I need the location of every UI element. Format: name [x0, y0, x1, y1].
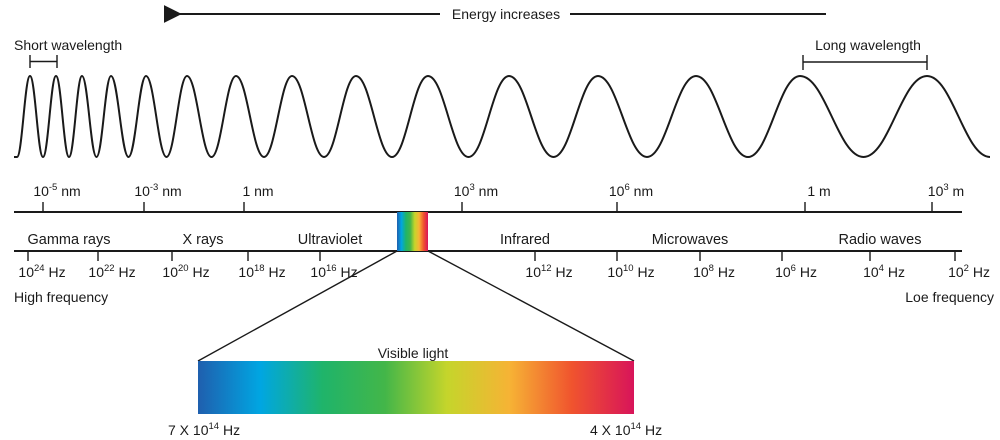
frequency-tick-label: 106 Hz — [775, 263, 817, 280]
short-wavelength-label: Short wavelength — [14, 37, 122, 53]
high-frequency-label: High frequency — [14, 289, 108, 305]
frequency-tick-label: 1024 Hz — [18, 263, 65, 280]
wavelength-scale: 10-5 nm 10-3 nm 1 nm 103 nm 106 nm 1 m 103 m — [33, 182, 964, 212]
electromagnetic-wave — [14, 74, 991, 159]
frequency-tick-label: 1022 Hz — [88, 263, 135, 280]
long-wavelength-bracket — [802, 55, 928, 70]
frequency-tick-label: 1010 Hz — [607, 263, 654, 280]
frequency-tick-label: 1012 Hz — [525, 263, 572, 280]
wavelength-tick-label: 1 m — [807, 183, 830, 199]
wavelength-tick-label: 103 m — [928, 182, 964, 199]
band-label: Gamma rays — [28, 232, 111, 248]
frequency-scale: 1024 Hz 1022 Hz 1020 Hz 1018 Hz 1016 Hz 1012 … — [18, 251, 990, 280]
zoom-line-right — [427, 250, 635, 362]
visible-spectrum-band — [397, 212, 428, 251]
band-label: X rays — [182, 232, 223, 248]
visible-light-title: Visible light — [378, 345, 449, 361]
band-label: Ultraviolet — [298, 232, 362, 248]
frequency-tick-label: 1018 Hz — [238, 263, 285, 280]
frequency-tick-label: 104 Hz — [863, 263, 905, 280]
band-label: Radio waves — [838, 232, 921, 248]
long-wavelength-label: Long wavelength — [815, 37, 921, 53]
wavelength-tick-label: 10-5 nm — [33, 182, 80, 199]
zoom-line-left — [197, 250, 398, 362]
band-label: Microwaves — [652, 232, 729, 248]
visible-light-spectrum — [198, 361, 634, 414]
wavelength-tick-label: 106 nm — [609, 182, 653, 199]
visible-light-low-frequency: 4 X 1014 Hz — [590, 421, 662, 438]
frequency-tick-label: 102 Hz — [948, 263, 990, 280]
wavelength-tick-label: 103 nm — [454, 182, 498, 199]
frequency-tick-label: 1020 Hz — [162, 263, 209, 280]
energy-label: Energy increases — [452, 6, 560, 22]
wavelength-tick-label: 10-3 nm — [134, 182, 181, 199]
visible-light-high-frequency: 7 X 1014 Hz — [168, 421, 240, 438]
band-label: Infrared — [500, 232, 550, 248]
low-frequency-label: Loe frequency — [905, 289, 994, 305]
wavelength-tick-label: 1 nm — [242, 183, 273, 199]
frequency-tick-label: 108 Hz — [693, 263, 735, 280]
short-wavelength-bracket — [29, 55, 58, 68]
spectrum-bands: Gamma rays X rays Ultraviolet Infrared Micro… — [28, 232, 922, 248]
